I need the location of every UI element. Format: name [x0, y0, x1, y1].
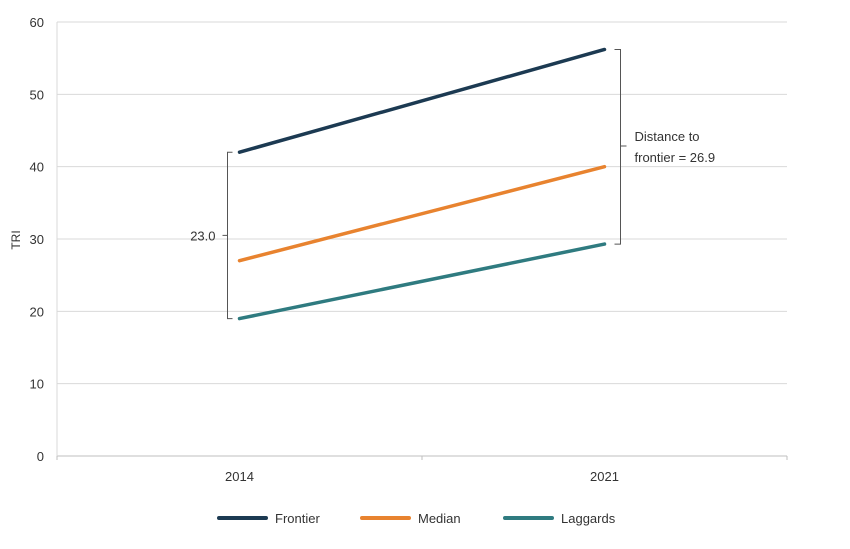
legend-label-frontier: Frontier [275, 511, 320, 526]
y-tick-label: 10 [30, 377, 44, 392]
annotation-label: frontier = 26.9 [635, 150, 716, 165]
y-axis-label: TRI [9, 230, 23, 249]
y-tick-label: 50 [30, 87, 44, 102]
annotation-label: 23.0 [190, 228, 215, 243]
gridlines [57, 22, 787, 384]
x-tick-label: 2014 [225, 469, 254, 484]
bracket [228, 152, 233, 318]
y-tick-label: 0 [37, 449, 44, 464]
y-tick-label: 40 [30, 160, 44, 175]
legend-label-median: Median [418, 511, 461, 526]
annotation-label: Distance to [635, 129, 700, 144]
legend-label-laggards: Laggards [561, 511, 616, 526]
legend: Frontier Median Laggards [219, 511, 616, 526]
series-line-laggards [240, 244, 605, 319]
y-axis-ticks: 0 10 20 30 40 50 60 [30, 15, 44, 464]
annotations: 23.0 Distance to frontier = 26.9 [190, 49, 715, 318]
y-tick-label: 60 [30, 15, 44, 30]
series-line-median [240, 167, 605, 261]
bracket [615, 49, 621, 244]
series-lines [239, 49, 604, 318]
x-tick-label: 2021 [590, 469, 619, 484]
series-line-frontier [240, 49, 605, 152]
x-axis: 2014 2021 [57, 22, 787, 484]
y-tick-label: 20 [30, 304, 44, 319]
y-tick-label: 30 [30, 232, 44, 247]
